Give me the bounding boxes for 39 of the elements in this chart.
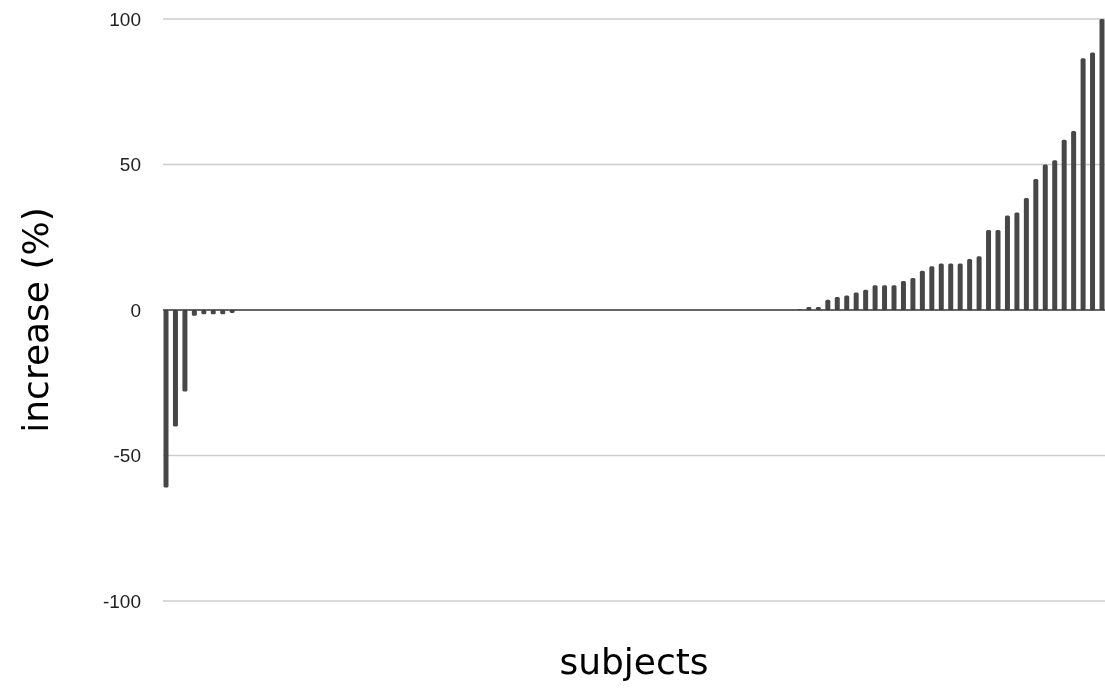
bar: [948, 263, 954, 310]
bar: [844, 295, 850, 310]
y-tick-label: -50: [113, 445, 141, 466]
bar: [919, 270, 925, 310]
bar: [872, 285, 878, 310]
bar: [1023, 197, 1029, 310]
bar: [882, 285, 888, 310]
bar: [1042, 164, 1048, 310]
bar: [957, 263, 963, 310]
bar: [986, 229, 992, 310]
bar: [163, 310, 169, 488]
bar: [938, 263, 944, 310]
bar: [182, 310, 188, 392]
bar: [1033, 179, 1039, 310]
bar: [172, 310, 178, 427]
bar: [995, 229, 1001, 310]
bar: [891, 285, 897, 310]
y-tick-label: 0: [130, 299, 141, 321]
bar: [1071, 131, 1077, 310]
bar: [976, 256, 982, 310]
bar: [1080, 58, 1086, 310]
bar: [1014, 212, 1020, 310]
bar: [929, 266, 935, 310]
bar: [1090, 52, 1096, 310]
bar: [1052, 160, 1058, 310]
bar: [834, 296, 840, 310]
bar: [1004, 215, 1010, 310]
bar: [910, 277, 916, 310]
bar: [1061, 139, 1067, 310]
y-tick-label: 50: [119, 154, 141, 175]
x-axis-title: subjects: [559, 641, 709, 682]
y-tick-label: 100: [109, 8, 141, 30]
y-axis-title: increase (%): [15, 207, 56, 433]
bar: [967, 259, 973, 310]
bar: [1099, 19, 1105, 310]
bar: [900, 280, 906, 310]
bar: [863, 289, 869, 310]
y-tick-label: -100: [102, 590, 141, 612]
bar: [853, 292, 859, 310]
